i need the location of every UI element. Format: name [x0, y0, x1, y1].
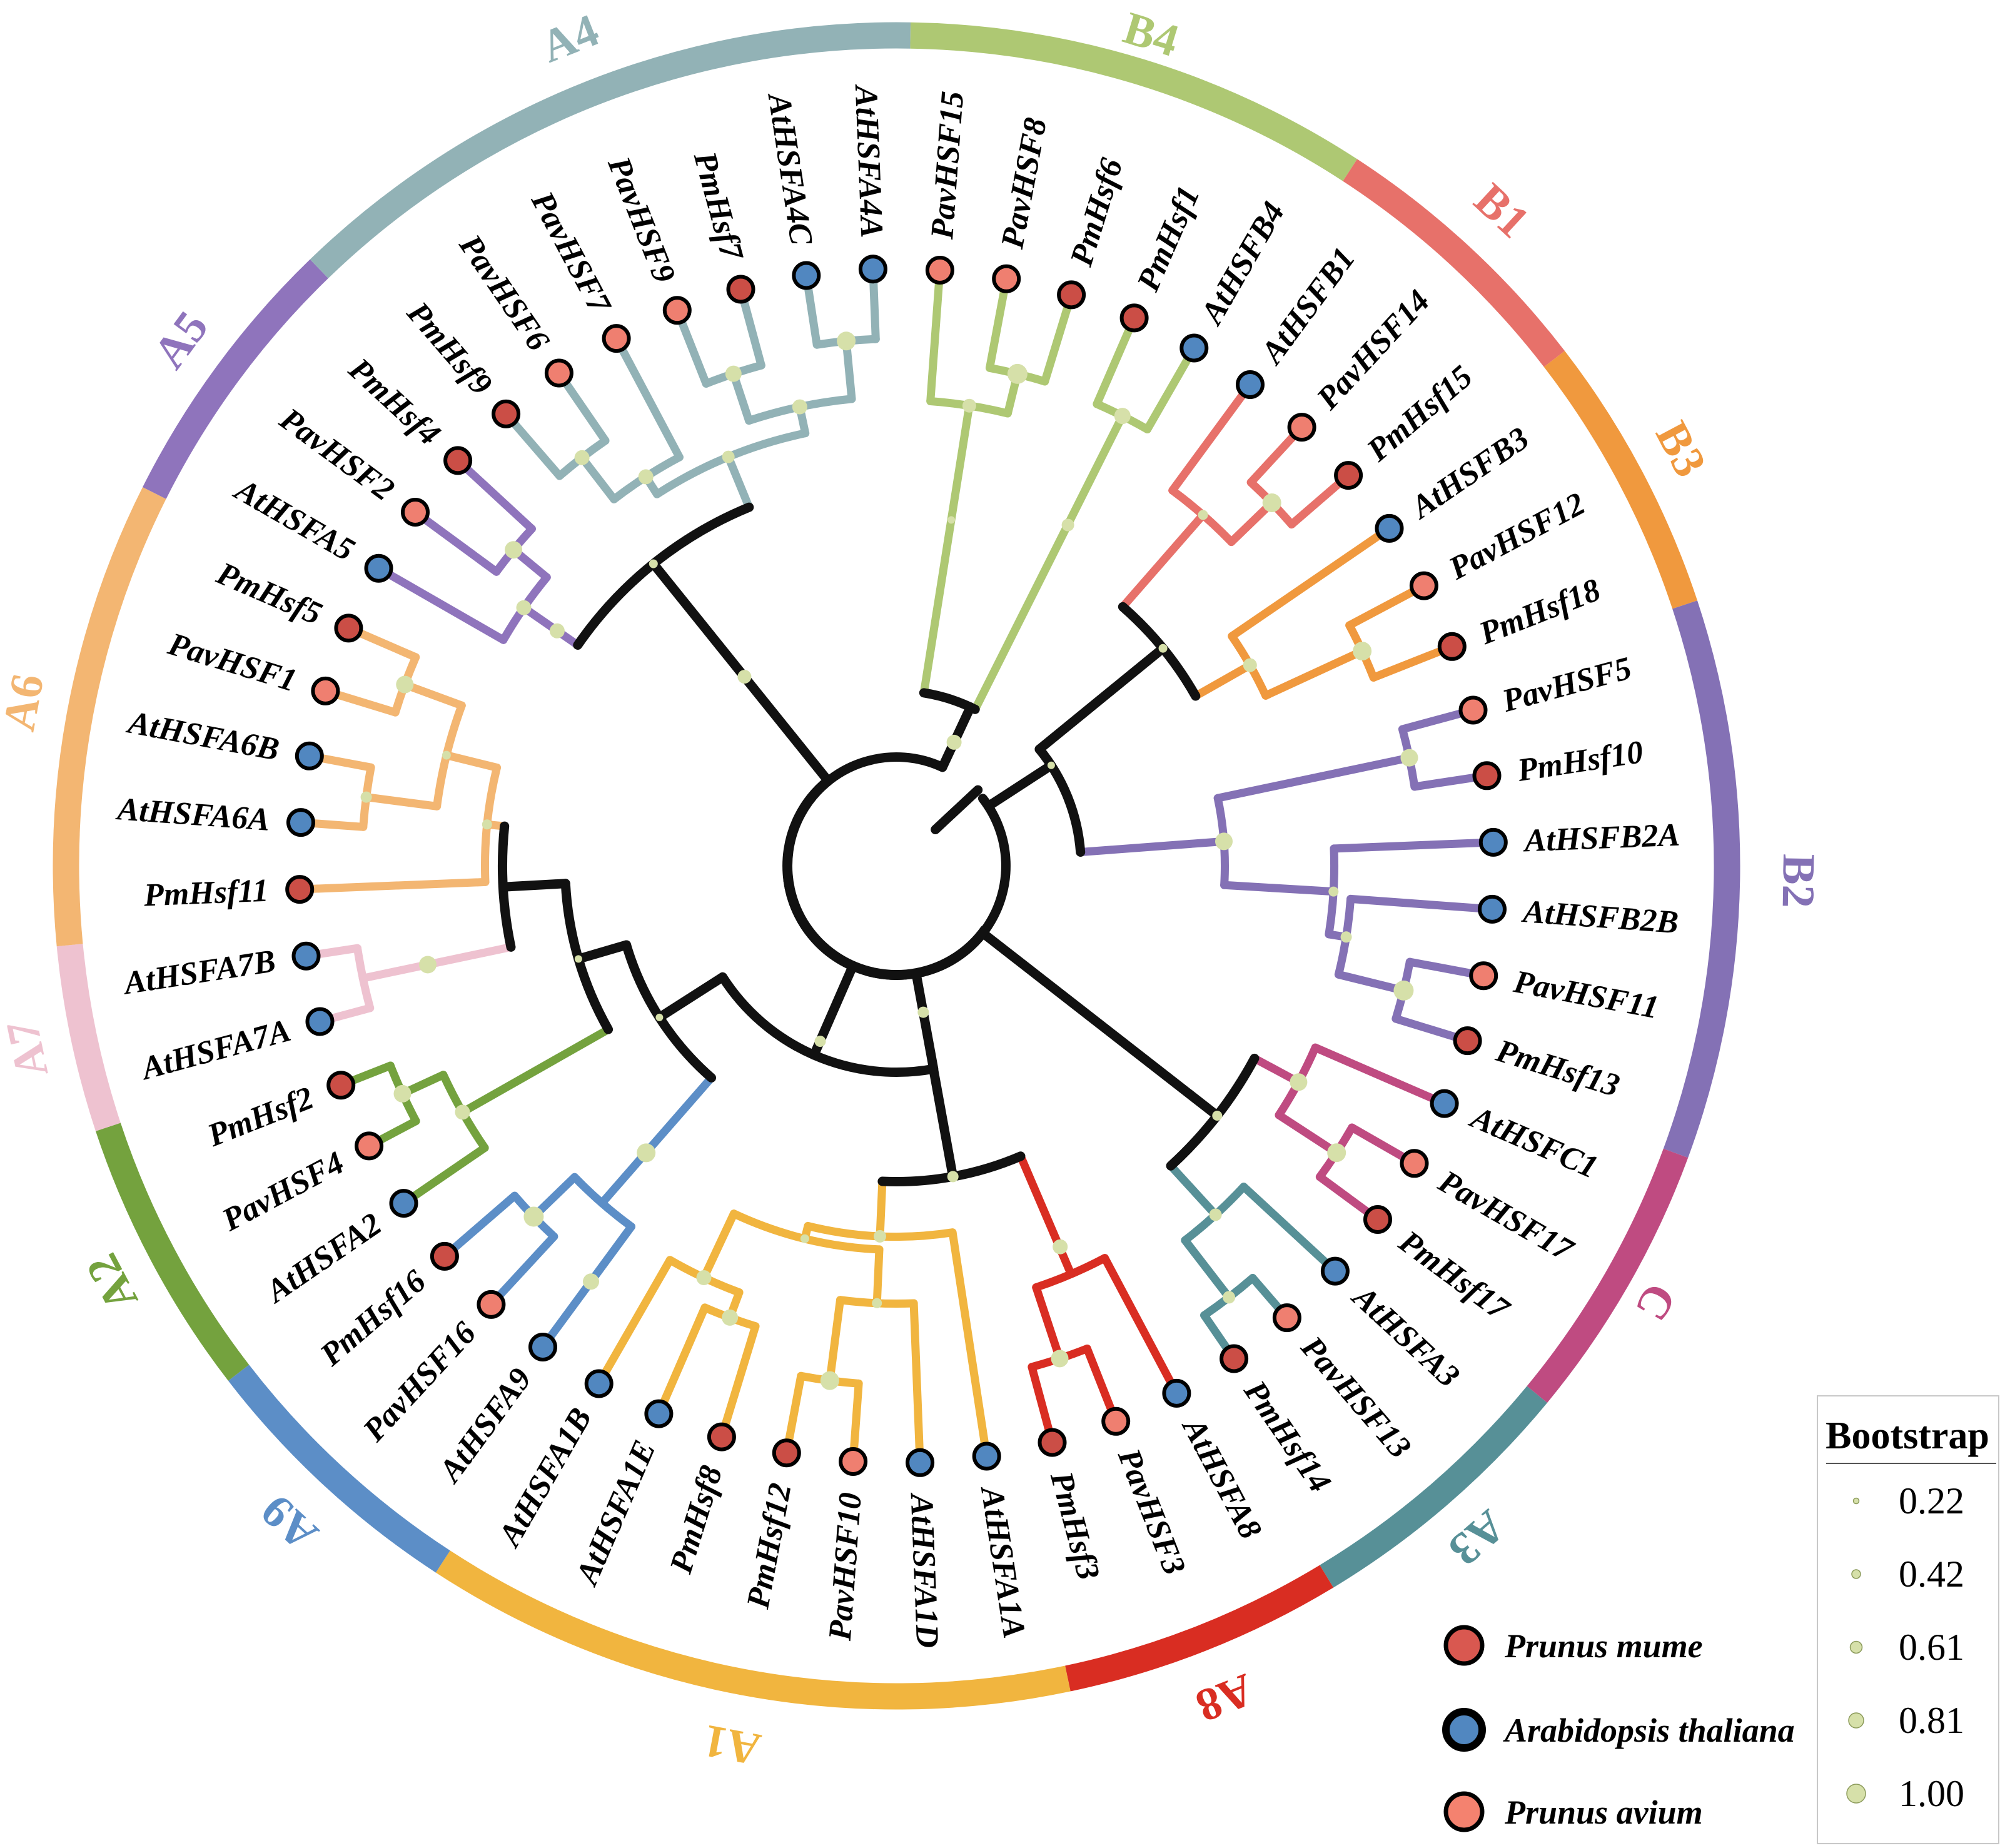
svg-text:Arabidopsis thaliana: Arabidopsis thaliana: [1503, 1712, 1795, 1749]
svg-text:0.22: 0.22: [1899, 1480, 1964, 1522]
svg-text:0.61: 0.61: [1899, 1627, 1964, 1668]
svg-text:B2: B2: [1772, 854, 1824, 909]
svg-text:AtHSFA1D: AtHSFA1D: [904, 1492, 946, 1649]
svg-text:Prunus mume: Prunus mume: [1504, 1627, 1703, 1665]
svg-text:Prunus avium: Prunus avium: [1504, 1794, 1703, 1831]
svg-text:PmHsf11: PmHsf11: [143, 873, 269, 914]
svg-text:0.81: 0.81: [1899, 1700, 1964, 1741]
svg-text:AtHSFB2A: AtHSFB2A: [1522, 817, 1681, 859]
svg-text:1.00: 1.00: [1899, 1773, 1964, 1814]
svg-text:0.42: 0.42: [1899, 1553, 1964, 1595]
svg-text:A7: A7: [0, 1016, 58, 1082]
svg-text:Bootstrap: Bootstrap: [1826, 1415, 1989, 1457]
svg-text:A1: A1: [700, 1714, 765, 1775]
svg-text:A6: A6: [0, 670, 54, 735]
svg-text:AtHSFA4A: AtHSFA4A: [848, 83, 890, 239]
